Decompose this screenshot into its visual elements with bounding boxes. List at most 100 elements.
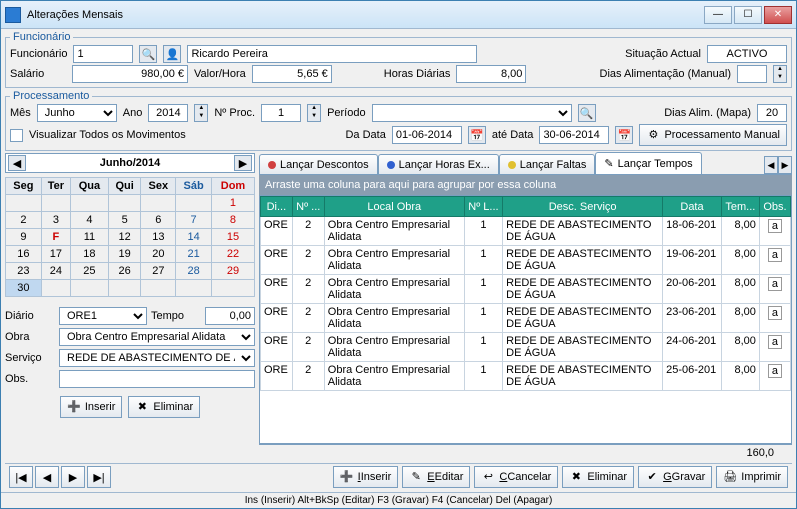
obra-select[interactable]: Obra Centro Empresarial Alidata — [59, 328, 255, 346]
obs-icon[interactable]: a — [768, 277, 782, 291]
tab-tempos[interactable]: ✎Lançar Tempos — [595, 152, 701, 174]
close-button[interactable]: ✕ — [764, 6, 792, 24]
cal-day[interactable]: 14 — [176, 229, 212, 246]
tempo-input[interactable] — [205, 307, 255, 325]
cal-day[interactable]: 11 — [70, 229, 108, 246]
search-icon[interactable]: 🔍 — [139, 45, 157, 63]
dadata-input[interactable] — [392, 126, 462, 144]
gravar-button[interactable]: ✔GGravar — [638, 466, 712, 488]
imprimir-button[interactable]: 🖨Imprimir — [716, 466, 788, 488]
col-localobra[interactable]: Local Obra — [324, 197, 464, 217]
ano-input[interactable] — [148, 104, 188, 122]
person-icon[interactable]: 👤 — [163, 45, 181, 63]
diasalim-input[interactable] — [737, 65, 767, 83]
nproc-input[interactable] — [261, 104, 301, 122]
entry-inserir-button[interactable]: ➕Inserir — [60, 396, 123, 418]
obs-icon[interactable]: a — [768, 248, 782, 262]
procmanual-button[interactable]: ⚙Processamento Manual — [639, 124, 787, 146]
cal-day[interactable]: 25 — [70, 263, 108, 280]
diario-select[interactable]: ORE1 — [59, 307, 147, 325]
servico-select[interactable]: REDE DE ABASTECIMENTO DE ÁGUA — [59, 349, 255, 367]
horasdiarias-input[interactable] — [456, 65, 526, 83]
cal-day[interactable]: 5 — [108, 212, 141, 229]
nav-first-button[interactable]: |◀ — [9, 466, 33, 488]
periodo-lookup-icon[interactable]: 🔍 — [578, 104, 596, 122]
eliminar-button[interactable]: ✖Eliminar — [562, 466, 634, 488]
dadata-cal-icon[interactable]: 📅 — [468, 126, 486, 144]
cal-day[interactable]: 2 — [6, 212, 42, 229]
cal-day[interactable]: 1 — [211, 195, 254, 212]
maximize-button[interactable]: ☐ — [734, 6, 762, 24]
cal-day[interactable]: 27 — [141, 263, 176, 280]
inserir-button[interactable]: ➕IInserir — [333, 466, 399, 488]
col-num[interactable]: Nº ... — [292, 197, 324, 217]
cal-day[interactable]: 28 — [176, 263, 212, 280]
cal-day[interactable]: 30 — [6, 280, 42, 297]
cal-day[interactable]: 12 — [108, 229, 141, 246]
cal-day[interactable]: 20 — [141, 246, 176, 263]
atedata-cal-icon[interactable]: 📅 — [615, 126, 633, 144]
table-row[interactable]: ORE2Obra Centro Empresarial Alidata1REDE… — [261, 246, 791, 275]
entry-eliminar-button[interactable]: ✖Eliminar — [128, 396, 200, 418]
tab-horas-extras[interactable]: Lançar Horas Ex... — [378, 154, 499, 174]
cal-prev-button[interactable]: ◀ — [8, 155, 26, 171]
tabs-scroll-right[interactable]: ▶ — [778, 156, 792, 174]
cal-day[interactable]: 6 — [141, 212, 176, 229]
table-row[interactable]: ORE2Obra Centro Empresarial Alidata1REDE… — [261, 362, 791, 391]
col-data[interactable]: Data — [663, 197, 722, 217]
cal-day[interactable]: 19 — [108, 246, 141, 263]
cal-next-button[interactable]: ▶ — [234, 155, 252, 171]
titlebar[interactable]: Alterações Mensais — ☐ ✕ — [1, 1, 796, 29]
ano-spinner[interactable]: ▲▼ — [194, 104, 208, 122]
obs-icon[interactable]: a — [768, 364, 782, 378]
mes-select[interactable]: Junho — [37, 104, 117, 122]
col-nl[interactable]: Nº L... — [464, 197, 502, 217]
data-grid[interactable]: Di... Nº ... Local Obra Nº L... Desc. Se… — [259, 195, 792, 444]
cal-day[interactable]: 21 — [176, 246, 212, 263]
nav-next-button[interactable]: ▶ — [61, 466, 85, 488]
cal-day[interactable]: 26 — [108, 263, 141, 280]
salario-input[interactable] — [72, 65, 188, 83]
nproc-spinner[interactable]: ▲▼ — [307, 104, 321, 122]
group-by-header[interactable]: Arraste uma coluna para aqui para agrupa… — [259, 175, 792, 195]
cal-day[interactable]: 3 — [41, 212, 70, 229]
visualizar-checkbox[interactable] — [10, 129, 23, 142]
obs-input[interactable] — [59, 370, 255, 388]
table-row[interactable]: ORE2Obra Centro Empresarial Alidata1REDE… — [261, 217, 791, 246]
col-obs[interactable]: Obs. — [759, 197, 790, 217]
cal-day[interactable]: 8 — [211, 212, 254, 229]
col-diario[interactable]: Di... — [261, 197, 293, 217]
cal-day[interactable]: 18 — [70, 246, 108, 263]
table-row[interactable]: ORE2Obra Centro Empresarial Alidata1REDE… — [261, 304, 791, 333]
periodo-select[interactable] — [372, 104, 572, 122]
cal-day[interactable]: 16 — [6, 246, 42, 263]
cal-day[interactable]: 9 — [6, 229, 42, 246]
cal-day[interactable]: 22 — [211, 246, 254, 263]
cal-day[interactable]: 4 — [70, 212, 108, 229]
editar-button[interactable]: ✎EEditar — [402, 466, 470, 488]
cal-day[interactable]: F — [41, 229, 70, 246]
cancelar-button[interactable]: ↩CCancelar — [474, 466, 558, 488]
nav-last-button[interactable]: ▶| — [87, 466, 111, 488]
tab-faltas[interactable]: Lançar Faltas — [499, 154, 596, 174]
obs-icon[interactable]: a — [768, 219, 782, 233]
obs-icon[interactable]: a — [768, 306, 782, 320]
funcionario-id-input[interactable] — [73, 45, 133, 63]
cal-day[interactable]: 17 — [41, 246, 70, 263]
cal-day[interactable]: 24 — [41, 263, 70, 280]
obs-icon[interactable]: a — [768, 335, 782, 349]
tabs-scroll-left[interactable]: ◀ — [764, 156, 778, 174]
cal-day[interactable]: 7 — [176, 212, 212, 229]
col-tempo[interactable]: Tem... — [721, 197, 759, 217]
cal-day[interactable]: 23 — [6, 263, 42, 280]
atedata-input[interactable] — [539, 126, 609, 144]
nav-prev-button[interactable]: ◀ — [35, 466, 59, 488]
cal-day[interactable]: 15 — [211, 229, 254, 246]
table-row[interactable]: ORE2Obra Centro Empresarial Alidata1REDE… — [261, 275, 791, 304]
col-descservico[interactable]: Desc. Serviço — [503, 197, 663, 217]
tab-descontos[interactable]: Lançar Descontos — [259, 154, 378, 174]
table-row[interactable]: ORE2Obra Centro Empresarial Alidata1REDE… — [261, 333, 791, 362]
diasalim-spinner[interactable]: ▲▼ — [773, 65, 787, 83]
minimize-button[interactable]: — — [704, 6, 732, 24]
cal-day[interactable]: 29 — [211, 263, 254, 280]
